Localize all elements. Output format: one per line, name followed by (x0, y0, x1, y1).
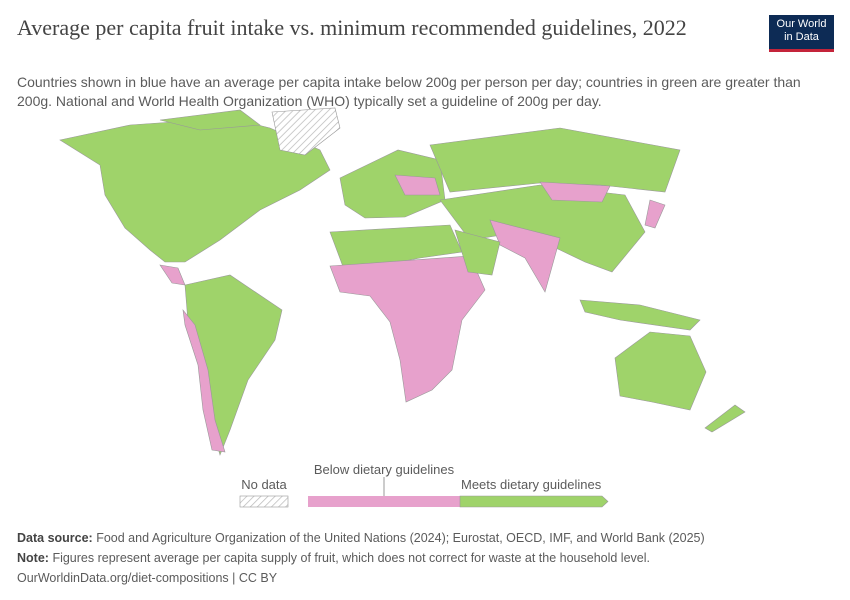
legend-swatch (459, 495, 609, 508)
central-america (159, 264, 186, 286)
url[interactable]: OurWorldinData.org/diet-compositions | C… (17, 571, 278, 585)
title: Average per capita fruit intake vs. mini… (17, 15, 687, 40)
greenland (271, 107, 341, 156)
europe (339, 149, 446, 219)
russia (429, 127, 681, 193)
indonesia (579, 299, 701, 331)
japan (644, 199, 666, 229)
note-text: Figures represent average per capita sup… (52, 551, 650, 565)
australia (614, 331, 707, 411)
legend-label: No data (241, 477, 287, 492)
legend-label: Below dietary guidelines (314, 462, 455, 477)
eastern-europe (394, 174, 441, 196)
legend-swatch (308, 496, 460, 507)
logo-line: Our World (776, 18, 827, 30)
source: Data source: Food and Agriculture Organi… (17, 528, 705, 548)
canada-islands (159, 109, 261, 131)
south-asia (489, 219, 561, 293)
note-label: Note: (17, 551, 49, 565)
new-zealand (704, 404, 746, 433)
logo[interactable]: Our World in Data (769, 15, 834, 52)
legend: No data Below dietary guidelines Meets d… (239, 462, 609, 508)
note: Note: Figures represent average per capi… (17, 548, 705, 568)
legend-no-data-swatch (239, 495, 289, 508)
countries (59, 107, 746, 456)
arabia (454, 229, 501, 276)
map: No data Below dietary guidelines Meets d… (59, 107, 746, 508)
sub-saharan-africa (329, 255, 486, 403)
source-label: Data source: (17, 531, 93, 545)
mongolia (539, 181, 611, 203)
source-text: Food and Agriculture Organization of the… (96, 531, 705, 545)
subtitle: Countries shown in blue have an average … (17, 74, 801, 109)
footer: Data source: Food and Agriculture Organi… (17, 528, 705, 588)
logo-line: in Data (784, 31, 819, 43)
legend-label: Meets dietary guidelines (461, 477, 602, 492)
chile-peru (182, 308, 226, 453)
